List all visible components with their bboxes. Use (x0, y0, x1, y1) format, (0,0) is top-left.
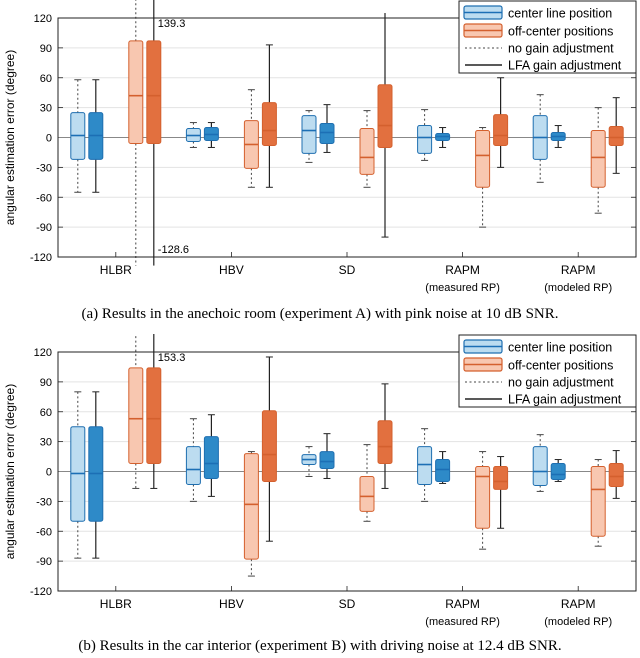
box-off-no (359, 128, 375, 175)
box-center-no (532, 446, 548, 486)
caption-a: (a) Results in the anechoic room (experi… (81, 306, 559, 322)
category-label: SD (339, 597, 356, 611)
y-tick-label: 90 (40, 43, 52, 55)
box-off-lfa (377, 84, 393, 148)
category-label: HLBR (100, 263, 132, 277)
box-off-lfa (146, 40, 162, 144)
box-center-lfa (435, 459, 451, 482)
box-off-lfa (261, 102, 277, 146)
category-label: RAPM (561, 263, 596, 277)
y-tick-label: -60 (36, 192, 52, 204)
figure-panel-b: -120 -90 -60 -30 0 30 60 90 120 HLBR HBV SD RAPM (mea… (0, 334, 640, 658)
box-center-no (417, 446, 433, 485)
box-off-lfa (608, 126, 624, 146)
box-off-no (475, 466, 491, 529)
legend-label: no gain adjustment (508, 42, 614, 56)
legend-label: LFA gain adjustment (508, 393, 622, 407)
legend-label: off-center positions (508, 25, 613, 39)
category-label: RAPM (445, 597, 480, 611)
y-tick-label: -90 (36, 556, 52, 568)
y-tick-label: -60 (36, 526, 52, 538)
box-off-no (475, 130, 491, 188)
caption-b: (b) Results in the car interior (experim… (78, 638, 562, 654)
y-tick-label: 120 (34, 13, 52, 25)
box-off-no (128, 40, 144, 144)
y-tick-label: 60 (40, 73, 52, 85)
box-center-lfa (550, 463, 566, 480)
y-tick-label: 0 (46, 133, 52, 145)
legend-label: LFA gain adjustment (508, 59, 622, 73)
category-sublabel: (measured RP) (425, 616, 500, 628)
box-off-lfa (146, 367, 162, 465)
y-axis-label: angular estimation error (degree) (3, 50, 17, 225)
legend-label: off-center positions (508, 359, 613, 373)
y-tick-label: -30 (36, 496, 52, 508)
y-tick-label: -90 (36, 222, 52, 234)
clip-annotation: 139.3 (158, 18, 186, 30)
y-tick-label: 90 (40, 377, 52, 389)
legend-label: center line position (508, 341, 612, 355)
legend-label: no gain adjustment (508, 376, 614, 390)
boxplot-chart-b: -120 -90 -60 -30 0 30 60 90 120 HLBR HBV SD RAPM (mea… (3, 334, 637, 628)
box-off-lfa (493, 114, 509, 146)
box-off-lfa (377, 420, 393, 465)
box-off-no (128, 367, 144, 465)
y-tick-label: 30 (40, 437, 52, 449)
category-sublabel: (modeled RP) (544, 282, 612, 294)
box-off-no (359, 475, 375, 512)
y-tick-label: 0 (46, 467, 52, 479)
clip-annotation: 153.3 (158, 352, 186, 364)
box-off-no (590, 130, 606, 188)
category-sublabel: (modeled RP) (544, 616, 612, 628)
y-tick-label: -30 (36, 162, 52, 174)
box-center-lfa (319, 451, 335, 470)
y-tick-label: -120 (30, 252, 52, 264)
box-off-lfa (261, 410, 277, 482)
box-off-no (243, 453, 259, 560)
legend-label: center line position (508, 7, 612, 21)
clip-annotation: -128.6 (158, 244, 189, 256)
plot-frame (57, 351, 637, 592)
box-center-lfa (203, 436, 219, 479)
y-axis-label: angular estimation error (degree) (3, 384, 17, 559)
box-off-no (590, 466, 606, 537)
category-label: HLBR (100, 597, 132, 611)
category-label: SD (339, 263, 356, 277)
box-center-no (185, 446, 201, 485)
category-label: RAPM (445, 263, 480, 277)
category-sublabel: (measured RP) (425, 282, 500, 294)
box-off-lfa (493, 466, 509, 490)
box-center-no (417, 125, 433, 154)
boxplot-chart-a: -120 -90 -60 -30 0 30 60 90 120 HLBR HBV SD RAPM (mea… (3, 0, 637, 294)
category-label: RAPM (561, 597, 596, 611)
box-off-lfa (608, 463, 624, 487)
box-center-no (301, 115, 317, 154)
category-label: HBV (219, 597, 244, 611)
y-tick-label: 30 (40, 103, 52, 115)
y-tick-label: -120 (30, 586, 52, 598)
box-center-lfa (319, 123, 335, 144)
y-tick-label: 60 (40, 407, 52, 419)
plot-frame (57, 17, 637, 258)
y-tick-label: 120 (34, 347, 52, 359)
category-label: HBV (219, 263, 244, 277)
figure-panel-a: -120 -90 -60 -30 0 30 60 90 120 HLBR HBV SD RAPM (mea… (3, 0, 637, 322)
